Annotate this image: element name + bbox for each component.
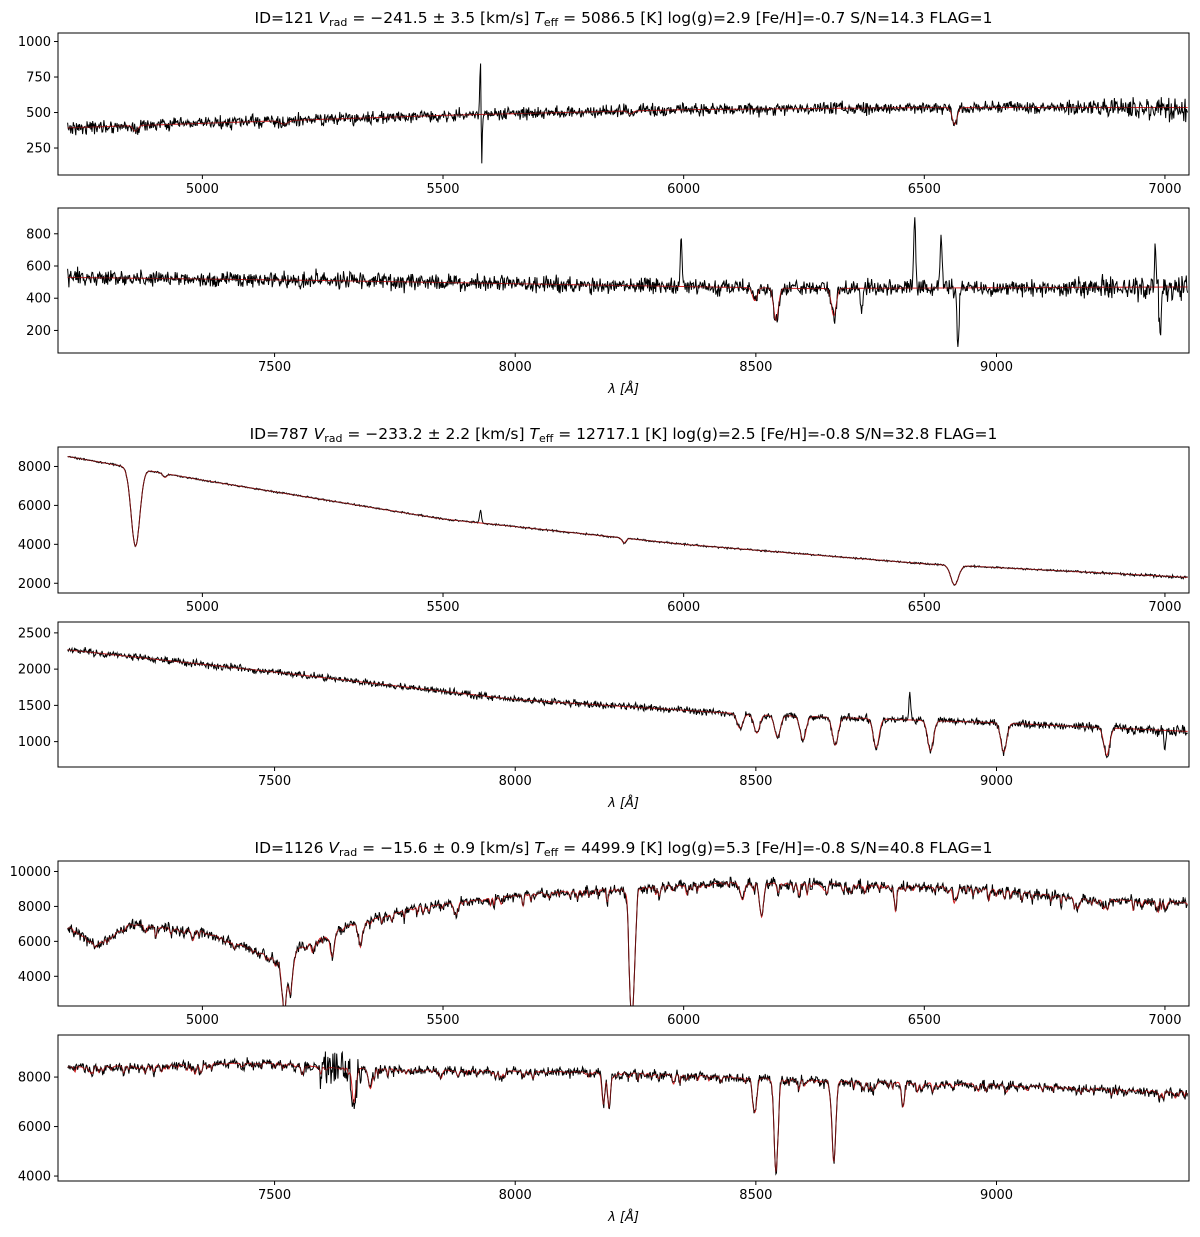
- x-tick-label: 6500: [908, 182, 941, 197]
- x-tick-label: 5500: [426, 1013, 459, 1028]
- x-tick-label: 9000: [980, 774, 1013, 789]
- observed-spectrum-line: [67, 1050, 1189, 1176]
- y-tick-label: 6000: [18, 499, 51, 514]
- y-tick-label: 8000: [18, 900, 51, 915]
- x-tick-label: 5000: [186, 1013, 219, 1028]
- observed-spectrum-line: [67, 63, 1189, 164]
- y-tick-label: 800: [26, 227, 51, 242]
- y-tick-label: 2500: [18, 626, 51, 641]
- y-tick-label: 600: [26, 260, 51, 275]
- x-axis-label: λ [Å]: [607, 795, 639, 811]
- y-tick-label: 8000: [18, 460, 51, 475]
- x-tick-label: 5500: [426, 182, 459, 197]
- x-tick-label: 8000: [499, 360, 532, 375]
- spectrum-title: ID=1126 Vrad = −15.6 ± 0.9 [km/s] Teff =…: [255, 839, 993, 859]
- x-tick-label: 9000: [980, 360, 1013, 375]
- model-spectrum-line: [67, 456, 1188, 586]
- y-tick-label: 2000: [18, 663, 51, 678]
- axes-frame: [57, 860, 1190, 1007]
- spectrum-block-0: ID=121 Vrad = −241.5 ± 3.5 [km/s] Teff =…: [18, 9, 1190, 397]
- x-tick-label: 7000: [1148, 600, 1181, 615]
- spectrum-panel-2-0: 5000 5500 6000 6500 7000 4000 6000 8000 10000: [10, 860, 1190, 1028]
- model-spectrum-overlay: [67, 881, 1188, 1006]
- model-spectrum-line: [67, 276, 1188, 321]
- x-tick-label: 7000: [1148, 182, 1181, 197]
- spectrum-panel-0-1: 7500 8000 8500 9000 200 400 600 800 λ [Å]: [26, 207, 1190, 397]
- x-tick-label: 5000: [186, 182, 219, 197]
- y-tick-label: 750: [26, 71, 51, 86]
- x-tick-label: 9000: [980, 1188, 1013, 1203]
- x-tick-label: 5500: [426, 600, 459, 615]
- spectrum-title: ID=787 Vrad = −233.2 ± 2.2 [km/s] Teff =…: [250, 425, 998, 445]
- x-tick-label: 7500: [258, 360, 291, 375]
- spectrum-block-1: ID=787 Vrad = −233.2 ± 2.2 [km/s] Teff =…: [18, 425, 1190, 811]
- x-tick-label: 8500: [739, 1188, 772, 1203]
- x-tick-label: 7000: [1148, 1013, 1181, 1028]
- model-spectrum-overlay: [67, 277, 1188, 321]
- y-tick-label: 400: [26, 292, 51, 307]
- y-tick-label: 1000: [18, 35, 51, 50]
- x-tick-label: 5000: [186, 600, 219, 615]
- observed-spectrum-line: [67, 646, 1188, 759]
- spectrum-panel-1-0: 5000 5500 6000 6500 7000 2000 4000 6000 8000: [18, 446, 1190, 615]
- x-axis-label: λ [Å]: [607, 1209, 639, 1225]
- spectrum-title: ID=121 Vrad = −241.5 ± 3.5 [km/s] Teff =…: [255, 9, 993, 29]
- model-spectrum-overlay: [67, 456, 1188, 586]
- spectrum-block-2: ID=1126 Vrad = −15.6 ± 0.9 [km/s] Teff =…: [10, 839, 1190, 1225]
- y-tick-label: 200: [26, 324, 51, 339]
- model-spectrum-line: [67, 881, 1188, 1006]
- y-tick-label: 1000: [18, 735, 51, 750]
- y-tick-label: 2000: [18, 577, 51, 592]
- model-spectrum-overlay: [67, 107, 1188, 132]
- spectrum-panel-1-1: 7500 8000 8500 9000 1000 1500 2000 2500 λ [Å]: [18, 621, 1190, 811]
- model-spectrum-overlay: [67, 1061, 1188, 1172]
- y-tick-label: 4000: [18, 538, 51, 553]
- axes-frame: [57, 32, 1190, 176]
- x-tick-label: 6000: [667, 1013, 700, 1028]
- x-tick-label: 6500: [908, 1013, 941, 1028]
- y-tick-label: 500: [26, 106, 51, 121]
- observed-spectrum-line: [67, 217, 1189, 347]
- y-tick-label: 250: [26, 142, 51, 157]
- axes-frame: [57, 621, 1190, 768]
- model-spectrum-overlay: [67, 649, 1188, 756]
- y-tick-label: 4000: [18, 970, 51, 985]
- x-tick-label: 6000: [667, 600, 700, 615]
- x-tick-label: 7500: [258, 1188, 291, 1203]
- x-tick-label: 8000: [499, 1188, 532, 1203]
- x-tick-label: 8500: [739, 360, 772, 375]
- x-tick-label: 8000: [499, 774, 532, 789]
- axes-frame: [57, 207, 1190, 354]
- y-tick-label: 4000: [18, 1170, 51, 1185]
- y-tick-label: 8000: [18, 1071, 51, 1086]
- spectrum-panel-2-1: 7500 8000 8500 9000 4000 6000 8000 λ [Å]: [18, 1034, 1190, 1225]
- x-tick-label: 7500: [258, 774, 291, 789]
- x-tick-label: 6500: [908, 600, 941, 615]
- y-tick-label: 10000: [10, 865, 51, 880]
- y-tick-label: 6000: [18, 935, 51, 950]
- axes-frame: [57, 446, 1190, 594]
- y-tick-label: 6000: [18, 1120, 51, 1135]
- observed-spectrum-line: [67, 455, 1188, 587]
- spectrum-panel-0-0: 5000 5500 6000 6500 7000 250 500 750 1000: [18, 32, 1190, 197]
- x-tick-label: 6000: [667, 182, 700, 197]
- x-axis-label: λ [Å]: [607, 381, 639, 397]
- y-tick-label: 1500: [18, 699, 51, 714]
- axes-frame: [57, 1034, 1190, 1182]
- x-tick-label: 8500: [739, 774, 772, 789]
